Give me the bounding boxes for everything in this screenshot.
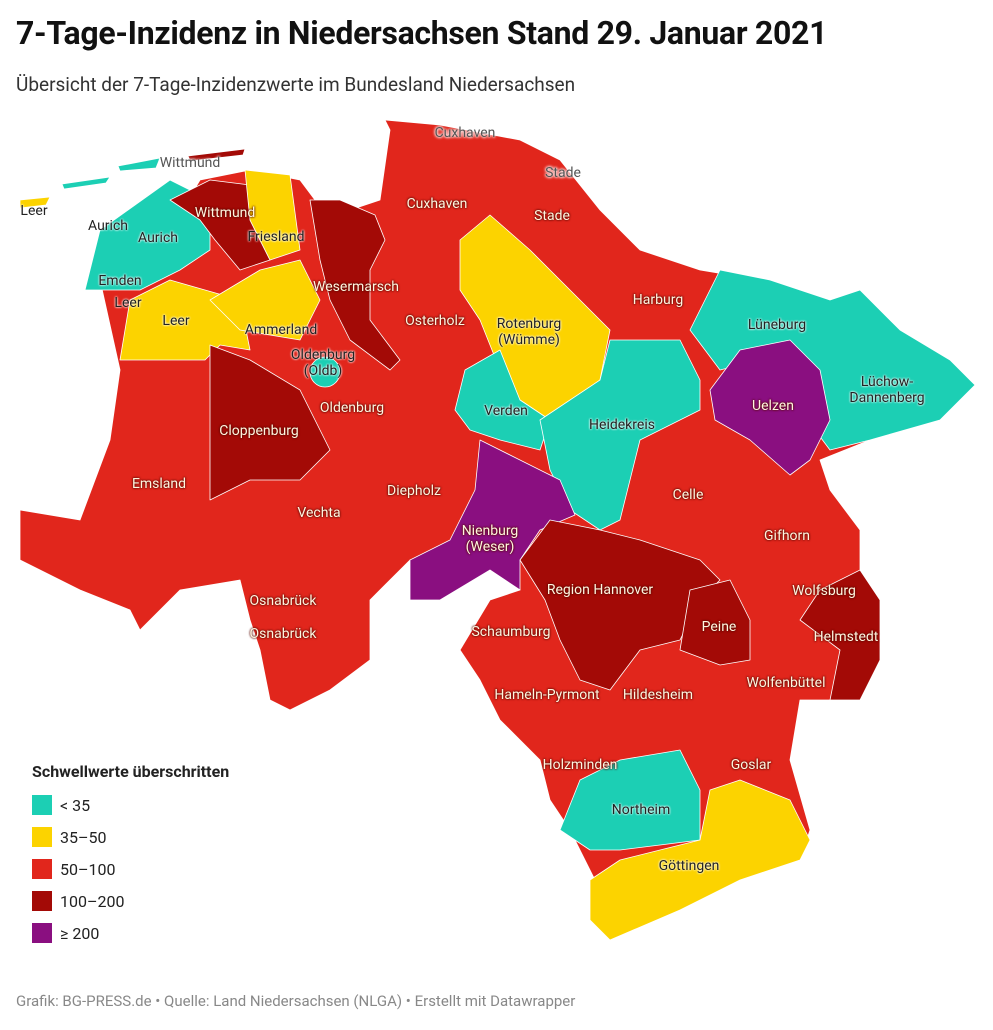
region-label: Region Hannover: [546, 582, 654, 598]
region-label: Cloppenburg: [219, 423, 299, 439]
region-label: Nienburg (Weser): [461, 523, 519, 555]
legend: Schwellwerte überschritten < 35 35–50 50–1…: [32, 762, 229, 949]
legend-item: ≥ 200: [32, 917, 229, 949]
legend-label: 100–200: [60, 891, 125, 911]
region-label: Peine: [701, 619, 737, 635]
region-label: Ammerland: [244, 322, 318, 338]
region-label: Göttingen: [658, 858, 720, 874]
region-label: Celle: [672, 487, 704, 503]
region-label: Stade: [534, 208, 570, 224]
region: [679, 579, 751, 666]
legend-swatch: [32, 859, 52, 879]
legend-label: ≥ 200: [60, 923, 100, 943]
region: [454, 349, 551, 451]
region-label: Friesland: [247, 229, 305, 245]
title: 7-Tage-Inzidenz in Niedersachsen Stand 2…: [16, 14, 828, 52]
region-label: Osterholz: [405, 313, 465, 329]
region-label: Leer: [162, 313, 190, 329]
region-label: Gifhorn: [764, 528, 810, 544]
region-label: Diepholz: [387, 483, 441, 499]
legend-swatch: [32, 795, 52, 815]
region-label: Verden: [484, 403, 528, 419]
region-label: Cuxhaven: [406, 196, 468, 212]
region-label: Leer: [20, 203, 48, 219]
legend-label: < 35: [60, 795, 91, 815]
region-label: Schaumburg: [471, 624, 551, 640]
legend-item: 35–50: [32, 821, 229, 853]
region-label: Oldenburg: [319, 400, 385, 416]
legend-title: Schwellwerte überschritten: [32, 762, 230, 781]
region-label: Wesermarsch: [313, 279, 399, 295]
region: [309, 356, 341, 388]
region-label: Wittmund: [194, 205, 256, 221]
region-label: Emsland: [131, 476, 187, 492]
region-label: Lüchow-Dannenberg: [849, 374, 925, 406]
island: [61, 176, 111, 190]
region: [589, 779, 811, 941]
region-label: Emden: [98, 273, 142, 289]
region-label: Vechta: [297, 505, 341, 521]
legend-swatch: [32, 827, 52, 847]
region-label: Goslar: [730, 757, 772, 773]
region-label: Holzminden: [542, 757, 618, 773]
region-label: Aurich: [88, 218, 128, 234]
region: [209, 259, 321, 341]
island: [117, 157, 161, 172]
footer: Grafik: BG-PRESS.de • Quelle: Land Niede…: [16, 992, 576, 1010]
region-label: Helmstedt: [813, 629, 879, 645]
region: [559, 749, 701, 851]
region: [209, 344, 331, 501]
region: [244, 169, 301, 261]
legend-swatch: [32, 891, 52, 911]
region-label: Wittmund: [159, 155, 221, 171]
legend-label: 50–100: [60, 859, 116, 879]
region-label: Osnabrück: [249, 626, 317, 642]
region-label: Osnabrück: [249, 593, 317, 609]
region-label: Uelzen: [752, 398, 794, 414]
region-label: Leer: [114, 295, 142, 311]
region-label: Wolfsburg: [792, 583, 856, 599]
legend-label: 35–50: [60, 827, 107, 847]
legend-item: 100–200: [32, 885, 229, 917]
region-label: Harburg: [632, 292, 684, 308]
region-label: Wolfenbüttel: [746, 675, 826, 691]
island: [187, 148, 246, 162]
island: [19, 196, 51, 209]
subtitle: Übersicht der 7-Tage-Inzidenzwerte im Bu…: [16, 73, 576, 96]
legend-item: < 35: [32, 789, 229, 821]
region-label: Rotenburg (Wümme): [496, 316, 562, 348]
region-label: Cuxhaven: [434, 125, 496, 141]
region-label: Aurich: [138, 230, 178, 246]
region-label: Oldenburg (Oldb): [290, 347, 356, 379]
region: [799, 569, 881, 701]
region-label: Northeim: [611, 802, 671, 818]
region-label: Hildesheim: [622, 687, 694, 703]
region-label: Lüneburg: [747, 317, 807, 333]
region-label: Stade: [545, 165, 581, 181]
legend-swatch: [32, 923, 52, 943]
region-label: Heidekreis: [589, 417, 655, 433]
legend-item: 50–100: [32, 853, 229, 885]
region: [709, 339, 831, 476]
region-label: Hameln-Pyrmont: [494, 687, 600, 703]
region: [309, 199, 401, 371]
region: [409, 439, 576, 601]
